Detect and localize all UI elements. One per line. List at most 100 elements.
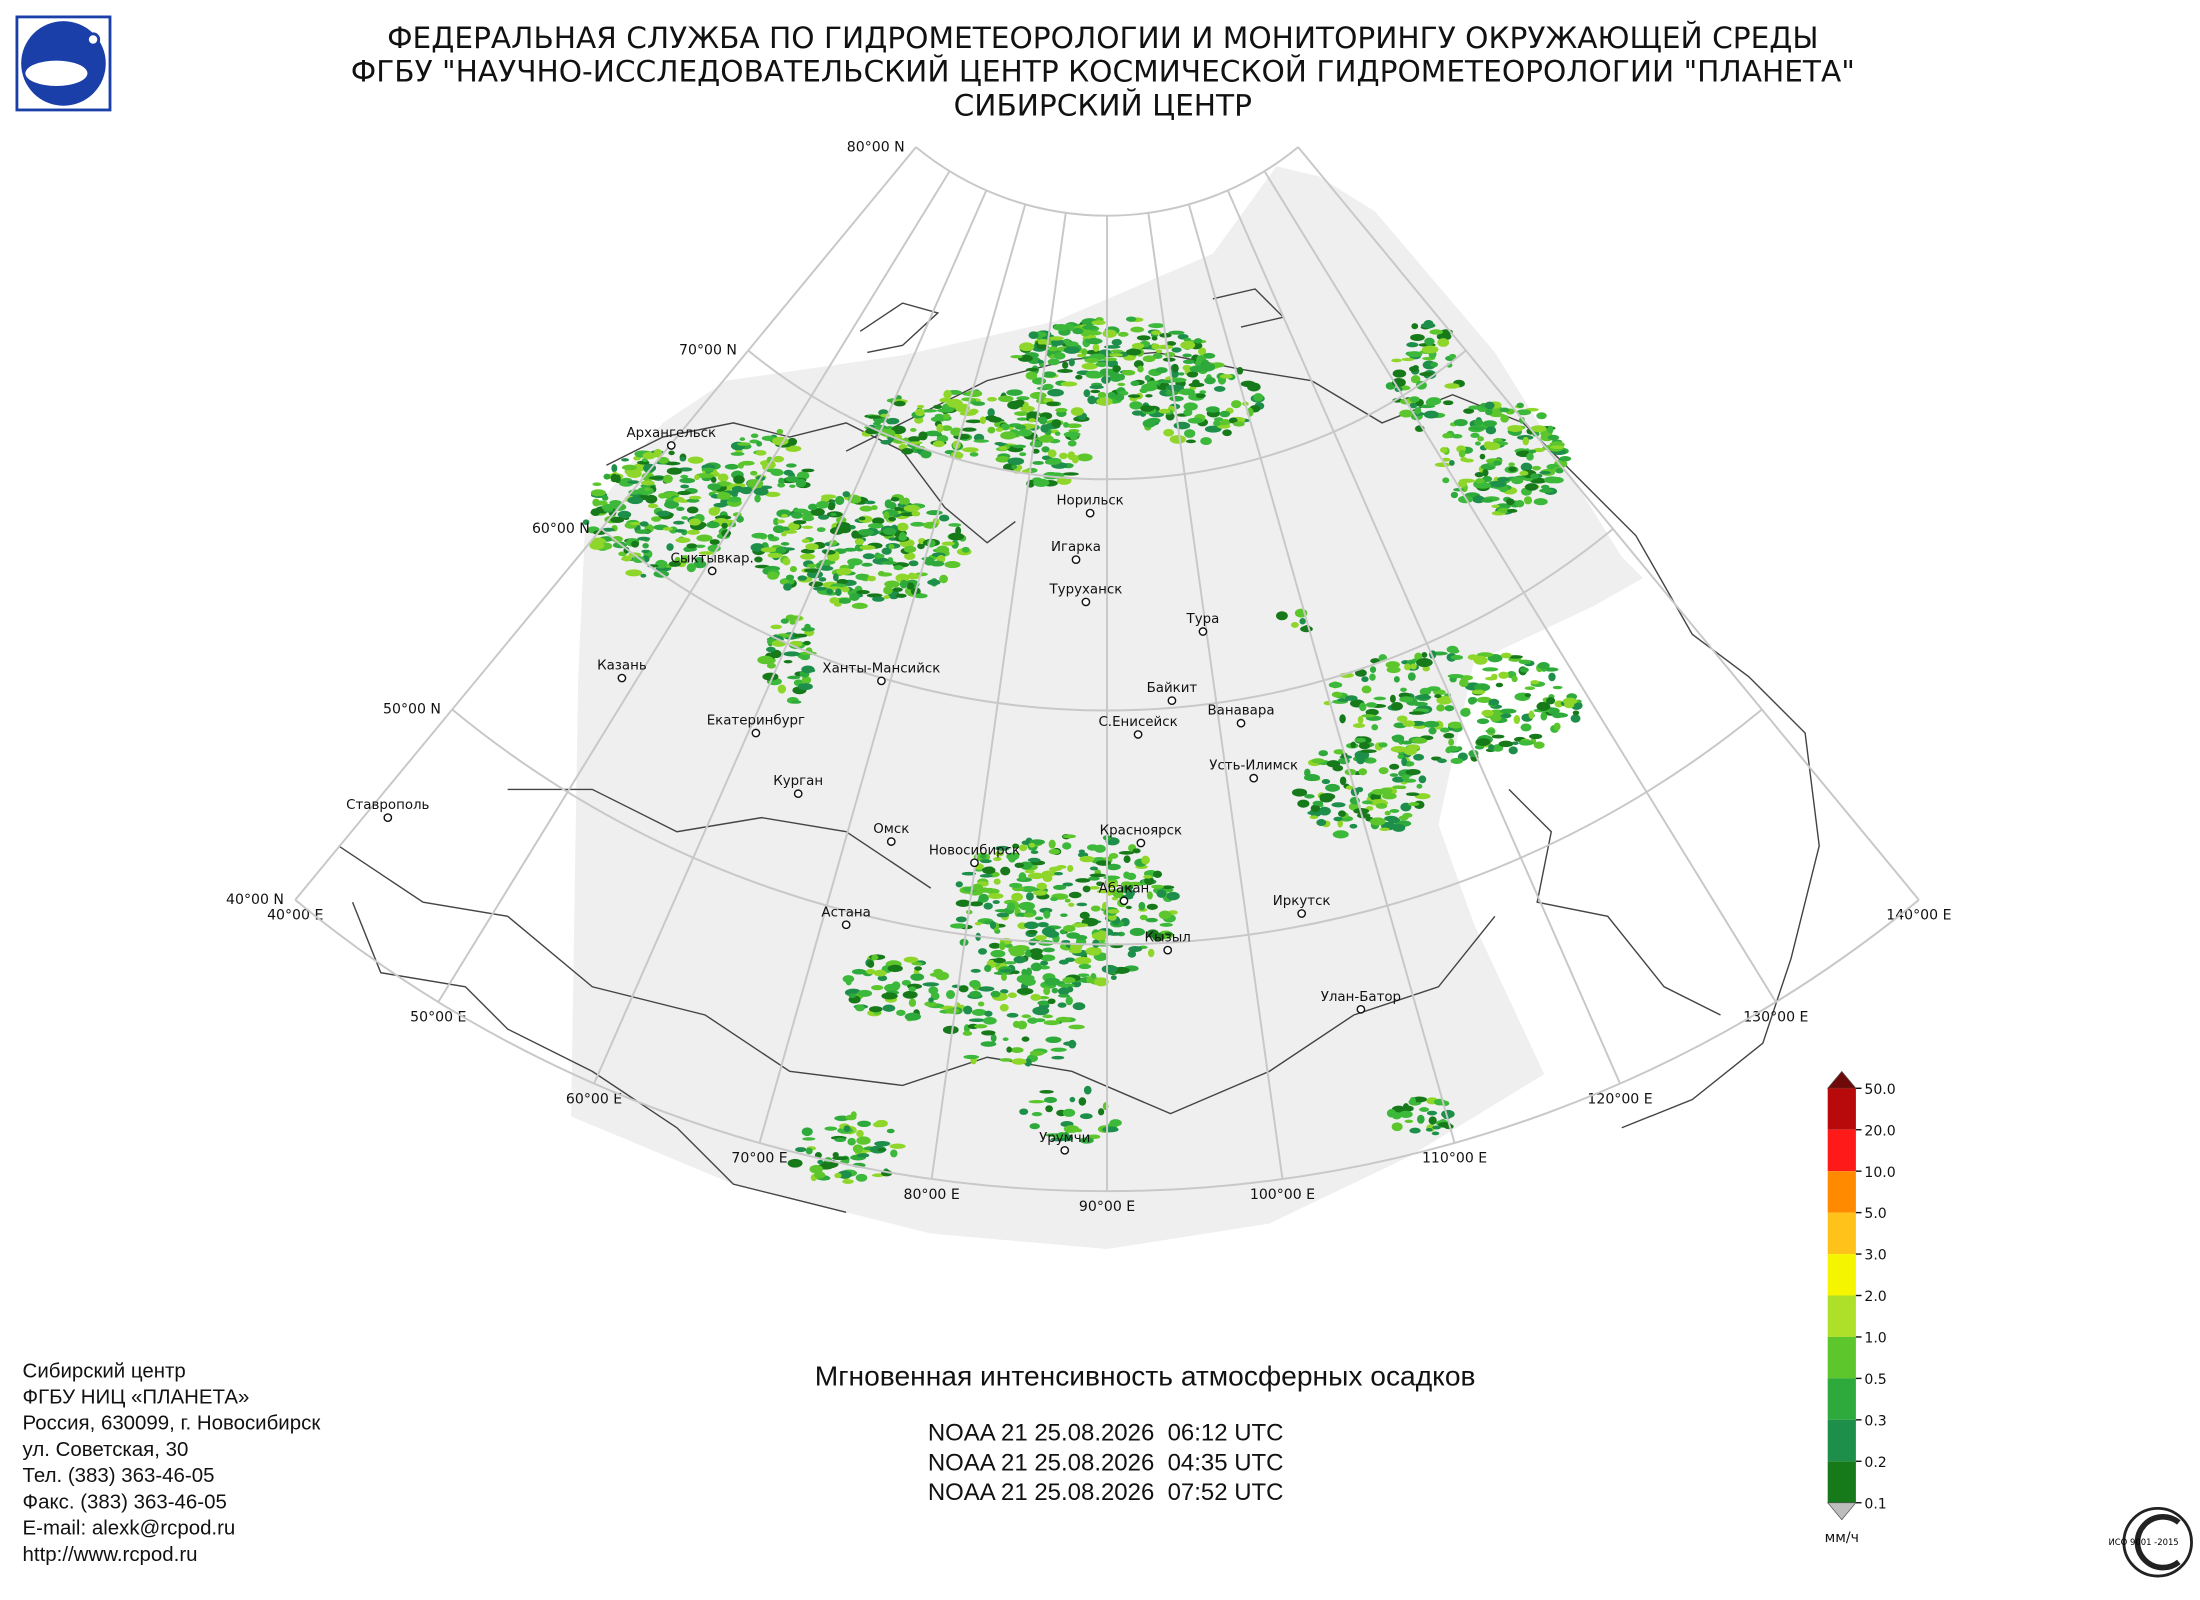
city-marker [1081, 597, 1091, 607]
precipitation-cell [857, 529, 874, 536]
precipitation-cell [1159, 379, 1175, 384]
precipitation-cell [664, 500, 680, 509]
precipitation-cell [911, 511, 921, 517]
precipitation-cell [1030, 850, 1039, 854]
precipitation-cell [783, 660, 793, 664]
precipitation-cell [789, 565, 797, 573]
precipitation-cell [842, 491, 851, 498]
precipitation-cell [1570, 714, 1581, 723]
precipitation-cell [1000, 431, 1017, 440]
precipitation-cell [797, 575, 808, 581]
precipitation-cell [626, 469, 642, 479]
precipitation-cell [1482, 420, 1497, 427]
precipitation-cell [801, 1127, 813, 1137]
precipitation-cell [1117, 382, 1126, 387]
precipitation-cell [751, 532, 768, 539]
precipitation-cell [921, 409, 938, 413]
colorbar-label: 0.5 [1864, 1372, 1886, 1388]
precipitation-cell [1436, 704, 1445, 712]
precipitation-cell [1425, 398, 1438, 406]
precipitation-cell [1391, 1122, 1403, 1132]
precipitation-cell [984, 920, 992, 925]
precipitation-cell [1072, 328, 1084, 335]
precipitation-cell [1014, 862, 1025, 868]
meridian [593, 189, 988, 1084]
precipitation-cell [856, 1129, 864, 1138]
city-label: Тура [1186, 612, 1220, 627]
precipitation-cell [631, 540, 639, 548]
precipitation-cell [1204, 425, 1222, 433]
precipitation-cell [783, 583, 792, 591]
precipitation-cell [1089, 866, 1099, 871]
precipitation-cell [1138, 901, 1146, 911]
precipitation-cell [984, 1010, 993, 1017]
city-marker [1119, 896, 1129, 906]
precipitation-cell [1041, 446, 1050, 453]
precipitation-cell [908, 986, 917, 992]
precipitation-cell [948, 532, 965, 541]
precipitation-cell [1037, 1000, 1051, 1006]
precipitation-cell [903, 504, 920, 512]
precipitation-cell [979, 859, 992, 864]
precipitation-cell [1159, 922, 1173, 927]
precipitation-cell [785, 463, 797, 468]
precipitation-cell [1042, 1014, 1054, 1019]
precipitation-cell [753, 487, 769, 496]
precipitation-cell [770, 469, 784, 477]
precipitation-cell [658, 492, 668, 499]
precipitation-cell [961, 397, 975, 402]
precipitation-cell [851, 968, 867, 975]
precipitation-cell [1428, 1116, 1437, 1125]
precipitation-cell [936, 435, 949, 443]
precipitation-cell [662, 474, 673, 484]
precipitation-cell [739, 486, 753, 495]
precipitation-cell [1532, 466, 1541, 471]
city-marker [1060, 1145, 1070, 1155]
precipitation-cell [1354, 737, 1366, 743]
precipitation-cell [1530, 680, 1540, 685]
precipitation-cell [1083, 389, 1091, 398]
precipitation-cell [1037, 359, 1044, 364]
precipitation-cell [1378, 767, 1389, 775]
precipitation-cell [1068, 902, 1075, 907]
longitude-label: 70°00 E [731, 1151, 787, 1167]
precipitation-cell [1547, 434, 1560, 441]
precipitation-cell [1030, 993, 1042, 1001]
precipitation-cell [1087, 395, 1097, 405]
precipitation-cell [1405, 768, 1421, 776]
precipitation-cell [1444, 383, 1460, 389]
precipitation-cell [1156, 889, 1167, 898]
colorbar-segment [1827, 1295, 1856, 1337]
precipitation-cell [785, 445, 802, 452]
precipitation-cell [858, 516, 866, 521]
precipitation-cell [901, 979, 912, 986]
precipitation-cell [1067, 864, 1074, 873]
precipitation-cell [754, 556, 763, 563]
precipitation-cell [1047, 358, 1060, 366]
precipitation-cell [773, 517, 780, 526]
precipitation-cell [707, 483, 721, 491]
precipitation-cell [817, 514, 830, 520]
city-marker [1163, 945, 1173, 955]
precipitation-cell [1188, 382, 1205, 388]
precipitation-cell [1219, 410, 1231, 418]
precipitation-cell [1148, 323, 1165, 329]
precipitation-cell [1043, 986, 1051, 996]
precipitation-cell [1406, 792, 1420, 797]
coastline [507, 788, 932, 889]
coastline [1508, 788, 1721, 1016]
precipitation-cell [782, 557, 791, 566]
precipitation-cell [694, 474, 700, 480]
precipitation-cell [672, 520, 685, 525]
logo [15, 15, 112, 112]
precipitation-cell [1127, 950, 1137, 958]
precipitation-cell [845, 1114, 857, 1121]
precipitation-cell [989, 921, 997, 929]
precipitation-cell [1539, 488, 1554, 493]
precipitation-cell [981, 1030, 996, 1036]
precipitation-cell [1062, 842, 1072, 850]
precipitation-cell [943, 389, 952, 399]
precipitation-cell [820, 497, 830, 503]
precipitation-cell [1472, 495, 1485, 504]
precipitation-cell [978, 986, 995, 992]
